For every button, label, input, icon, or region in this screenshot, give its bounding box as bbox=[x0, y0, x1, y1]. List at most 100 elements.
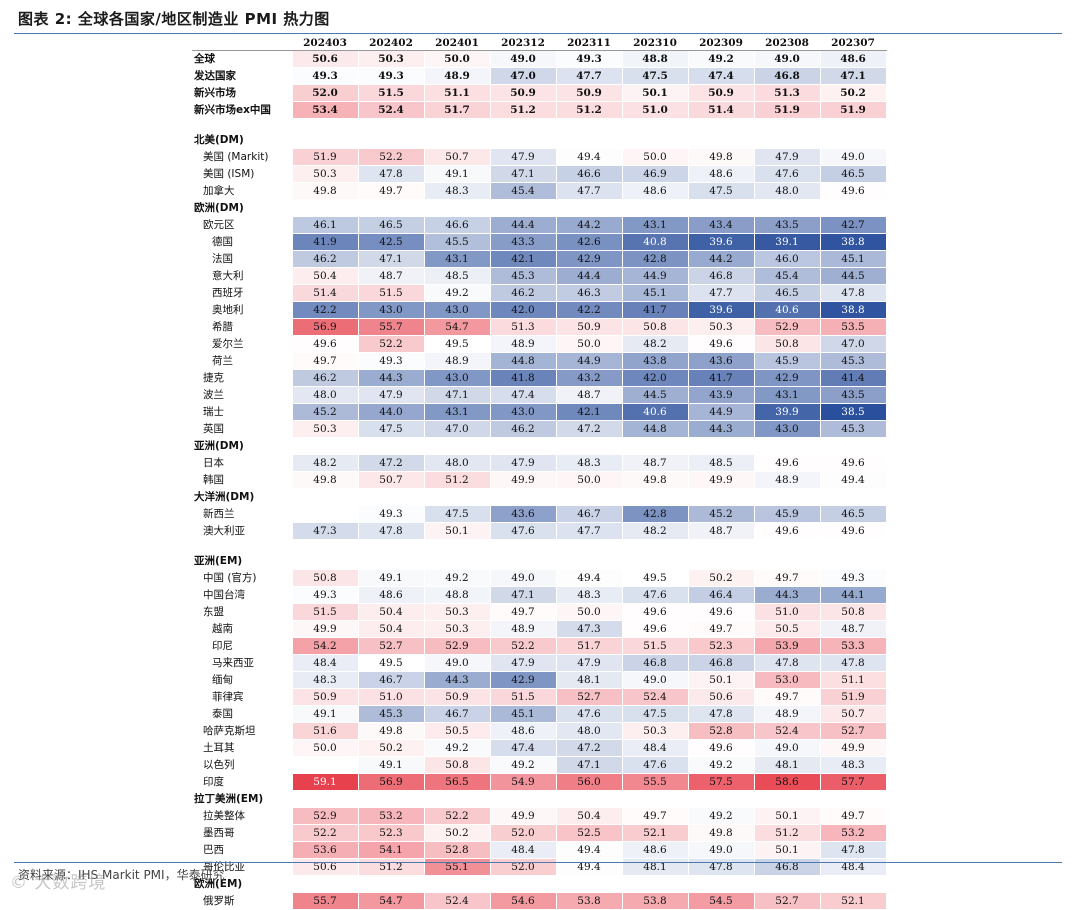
heatmap-cell: 45.1 bbox=[820, 250, 887, 268]
heatmap-cell: 50.6 bbox=[292, 50, 359, 68]
heatmap-cell: 47.5 bbox=[622, 67, 689, 85]
heatmap-cell: 49.1 bbox=[358, 569, 425, 587]
heatmap-cell: 50.1 bbox=[754, 841, 821, 859]
heatmap-cell bbox=[754, 131, 821, 149]
heatmap-cell: 46.5 bbox=[754, 284, 821, 302]
heatmap-cell: 47.2 bbox=[358, 454, 425, 472]
heatmap-cell: 49.2 bbox=[490, 756, 557, 774]
row-label: 西班牙 bbox=[192, 284, 293, 302]
heatmap-cell: 51.7 bbox=[424, 101, 491, 119]
data-row: 发达国家 49.3 49.3 48.9 47.0 47.7 47.5 47.4 46.8 47.1 bbox=[192, 67, 887, 85]
heatmap-cell: 40.6 bbox=[754, 301, 821, 319]
heatmap-cell: 41.9 bbox=[292, 233, 359, 251]
heatmap-cell: 49.4 bbox=[556, 148, 623, 166]
heatmap-cell: 46.2 bbox=[292, 250, 359, 268]
heatmap-cell: 42.9 bbox=[556, 250, 623, 268]
heatmap-cell: 42.7 bbox=[820, 216, 887, 234]
row-label: 亚洲(DM) bbox=[192, 437, 293, 455]
heatmap-cell bbox=[490, 790, 557, 808]
heatmap-cell: 50.4 bbox=[292, 267, 359, 285]
heatmap-cell: 49.6 bbox=[820, 182, 887, 200]
heatmap-cell: 49.2 bbox=[424, 739, 491, 757]
heatmap-cell: 49.7 bbox=[754, 569, 821, 587]
heatmap-cell: 52.2 bbox=[358, 148, 425, 166]
heatmap-cell: 47.0 bbox=[490, 67, 557, 85]
heatmap-cell: 49.9 bbox=[688, 471, 755, 489]
heatmap-cell: 42.5 bbox=[358, 233, 425, 251]
heatmap-cell bbox=[358, 790, 425, 808]
heatmap-cell: 50.9 bbox=[556, 84, 623, 102]
heatmap-cell: 47.3 bbox=[292, 522, 359, 540]
heatmap-cell: 50.8 bbox=[622, 318, 689, 336]
heatmap-cell: 56.5 bbox=[424, 773, 491, 791]
heatmap-cell: 45.9 bbox=[754, 505, 821, 523]
heatmap-cell: 51.4 bbox=[292, 284, 359, 302]
heatmap-cell: 43.1 bbox=[424, 403, 491, 421]
heatmap-cell: 48.2 bbox=[292, 454, 359, 472]
data-row: 法国 46.2 47.1 43.1 42.1 42.9 42.8 44.2 46.0 45.1 bbox=[192, 250, 887, 268]
heatmap-body: 全球 50.6 50.3 50.0 49.0 49.3 48.8 49.2 49.0 48.6 发达… bbox=[192, 50, 887, 910]
heatmap-cell: 45.9 bbox=[754, 352, 821, 370]
heatmap-cell: 51.1 bbox=[820, 671, 887, 689]
row-label: 新兴市场ex中国 bbox=[192, 101, 293, 119]
row-label: 拉美整体 bbox=[192, 807, 293, 825]
heatmap-cell: 52.4 bbox=[358, 101, 425, 119]
heatmap-cell: 51.4 bbox=[688, 101, 755, 119]
heatmap-cell bbox=[292, 875, 359, 893]
heatmap-cell: 47.9 bbox=[490, 454, 557, 472]
heatmap-cell: 43.6 bbox=[490, 505, 557, 523]
heatmap-cell: 52.7 bbox=[556, 688, 623, 706]
data-row: 新兴市场 52.0 51.5 51.1 50.9 50.9 50.1 50.9 51.3 50.2 bbox=[192, 84, 887, 102]
heatmap-cell: 38.8 bbox=[820, 301, 887, 319]
heatmap-cell: 49.6 bbox=[688, 603, 755, 621]
heatmap-cell: 49.6 bbox=[820, 522, 887, 540]
heatmap-cell: 57.7 bbox=[820, 773, 887, 791]
heatmap-cell: 42.1 bbox=[556, 403, 623, 421]
heatmap-cell: 59.1 bbox=[292, 773, 359, 791]
heatmap-cell: 49.2 bbox=[688, 50, 755, 68]
heatmap-cell: 48.9 bbox=[490, 335, 557, 353]
data-row: 缅甸 48.3 46.7 44.3 42.9 48.1 49.0 50.1 53.0 51.1 bbox=[192, 671, 887, 689]
heatmap-cell bbox=[688, 790, 755, 808]
heatmap-cell bbox=[754, 437, 821, 455]
heatmap-cell: 43.0 bbox=[754, 420, 821, 438]
bottom-rule bbox=[14, 862, 1062, 863]
data-row: 印度 59.1 56.9 56.5 54.9 56.0 55.5 57.5 58.6 57.7 bbox=[192, 773, 887, 791]
spacer-row bbox=[192, 539, 887, 553]
heatmap-cell: 44.3 bbox=[688, 420, 755, 438]
heatmap-cell bbox=[820, 488, 887, 506]
heatmap-cell bbox=[490, 437, 557, 455]
heatmap-cell: 47.7 bbox=[556, 67, 623, 85]
heatmap-cell: 50.8 bbox=[820, 603, 887, 621]
heatmap-cell: 44.2 bbox=[556, 216, 623, 234]
heatmap-cell: 51.9 bbox=[292, 148, 359, 166]
heatmap-cell bbox=[292, 488, 359, 506]
heatmap-cell: 53.9 bbox=[754, 637, 821, 655]
heatmap-cell: 47.8 bbox=[358, 165, 425, 183]
heatmap-cell: 50.9 bbox=[688, 84, 755, 102]
heatmap-cell: 46.8 bbox=[688, 267, 755, 285]
heatmap-cell: 49.7 bbox=[622, 807, 689, 825]
heatmap-cell: 46.1 bbox=[292, 216, 359, 234]
heatmap-cell: 50.0 bbox=[556, 335, 623, 353]
heatmap-cell: 53.5 bbox=[820, 318, 887, 336]
heatmap-cell: 42.2 bbox=[292, 301, 359, 319]
row-label: 美国 (ISM) bbox=[192, 165, 293, 183]
row-label: 北美(DM) bbox=[192, 131, 293, 149]
heatmap-cell bbox=[820, 875, 887, 893]
heatmap-cell: 53.2 bbox=[820, 824, 887, 842]
data-row: 新西兰 49.3 47.5 43.6 46.7 42.8 45.2 45.9 46.5 bbox=[192, 505, 887, 523]
heatmap-cell: 49.4 bbox=[556, 841, 623, 859]
heatmap-cell: 40.6 bbox=[622, 403, 689, 421]
heatmap-cell: 49.4 bbox=[556, 569, 623, 587]
heatmap-cell: 51.6 bbox=[292, 722, 359, 740]
row-label: 缅甸 bbox=[192, 671, 293, 689]
heatmap-cell: 48.6 bbox=[622, 182, 689, 200]
heatmap-cell: 52.9 bbox=[424, 637, 491, 655]
heatmap-cell bbox=[556, 199, 623, 217]
data-row: 中国 (官方) 50.8 49.1 49.2 49.0 49.4 49.5 50.2 49.7 4… bbox=[192, 569, 887, 587]
row-label: 东盟 bbox=[192, 603, 293, 621]
heatmap-cell: 49.6 bbox=[688, 335, 755, 353]
row-label: 澳大利亚 bbox=[192, 522, 293, 540]
row-label: 欧元区 bbox=[192, 216, 293, 234]
